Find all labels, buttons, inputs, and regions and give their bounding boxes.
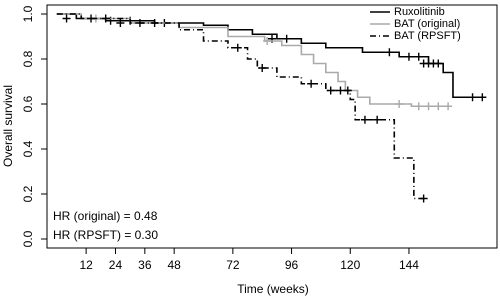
x-tick-label: 12: [79, 258, 93, 272]
censor-mark: [404, 52, 413, 61]
legend-label: BAT (original): [394, 18, 460, 30]
censor-mark: [150, 19, 159, 27]
y-tick-label: 0.8: [21, 50, 35, 67]
censor-mark: [385, 48, 394, 57]
censor-mark: [336, 86, 345, 95]
x-axis-title: Time (weeks): [237, 282, 309, 296]
censor-mark: [434, 59, 443, 68]
censor-mark: [233, 43, 242, 52]
censor-mark: [343, 86, 352, 95]
x-tick-label: 72: [226, 258, 240, 272]
x-tick-label: 36: [138, 258, 152, 272]
annotation: HR (original) = 0.48: [53, 209, 158, 223]
censor-mark: [419, 194, 428, 203]
y-axis-title: Overall survival: [1, 85, 15, 167]
y-tick-label: 0.4: [21, 140, 35, 157]
censor-mark: [326, 86, 335, 95]
censor-mark: [135, 19, 144, 27]
censor-mark: [444, 102, 453, 111]
censor-mark: [478, 93, 487, 102]
survival-curve: [56, 13, 424, 200]
censor-mark: [373, 115, 382, 124]
censor-mark: [414, 52, 423, 61]
censor-mark: [101, 14, 110, 23]
censor-mark: [468, 93, 477, 102]
censor-mark: [258, 64, 267, 72]
censor-mark: [116, 19, 125, 27]
x-tick-label: 120: [340, 258, 360, 272]
censor-mark: [307, 79, 316, 88]
x-tick-label: 96: [285, 258, 299, 272]
censor-mark: [360, 115, 369, 124]
censor-mark: [395, 100, 404, 108]
censor-mark: [282, 34, 291, 43]
plot-frame: [46, 4, 498, 249]
y-tick-label: 1.0: [21, 5, 35, 22]
x-tick-label: 144: [399, 258, 419, 272]
y-tick-label: 0.2: [21, 185, 35, 202]
x-tick-label: 48: [167, 258, 181, 272]
legend-label: Ruxolitinib: [394, 6, 445, 18]
legend-label: BAT (RPSFT): [394, 30, 461, 42]
censor-mark: [434, 102, 443, 111]
annotation: HR (RPSFT) = 0.30: [53, 228, 158, 242]
censor-mark: [424, 102, 433, 111]
y-tick-label: 0.6: [21, 95, 35, 112]
y-tick-label: 0.0: [21, 230, 35, 247]
censor-mark: [87, 14, 96, 23]
censor-mark: [414, 102, 423, 111]
x-tick-label: 24: [109, 258, 123, 272]
survival-curve: [56, 13, 449, 108]
censor-mark: [62, 14, 71, 23]
censor-mark: [263, 37, 272, 45]
